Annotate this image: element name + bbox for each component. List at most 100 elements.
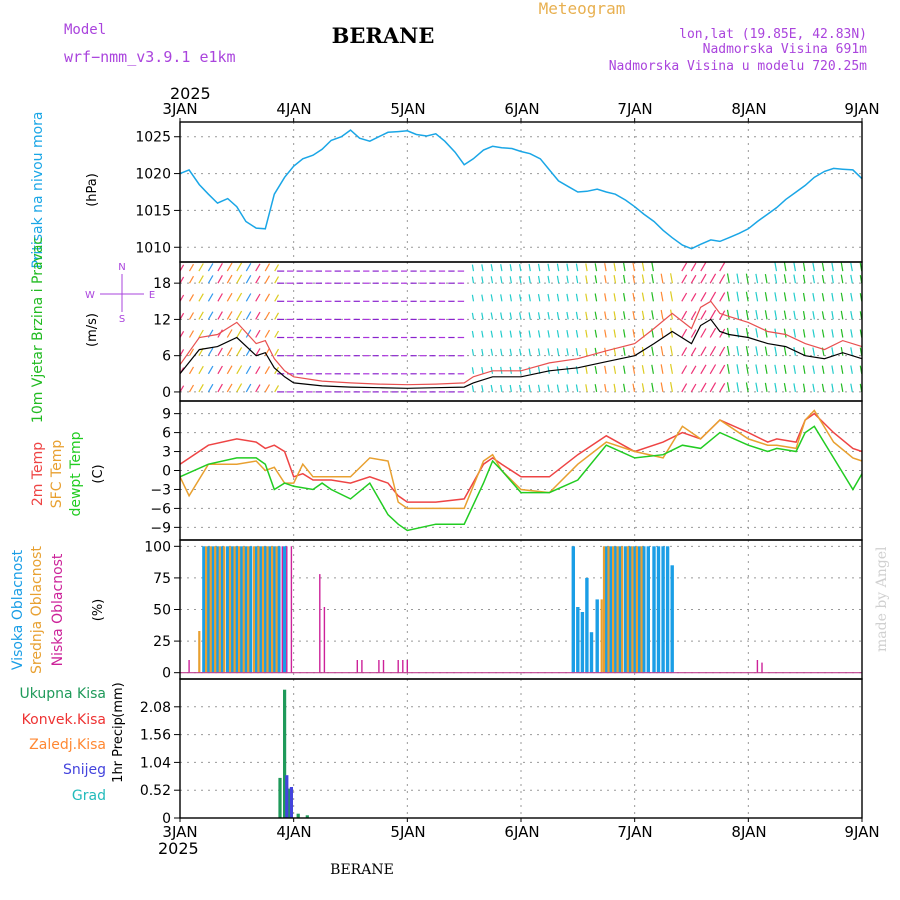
wind-barb-37-4 — [528, 312, 531, 320]
wind-barb-52-6 — [670, 273, 673, 284]
cloud-ytick-3: 75 — [153, 571, 171, 587]
cloud-bar-0-22 — [589, 632, 594, 673]
wind-barb-37-2 — [528, 348, 531, 356]
wind-barb-48-5 — [632, 292, 636, 302]
wind-barb-9-6 — [264, 275, 271, 284]
wind-barb-56-1 — [709, 364, 717, 375]
wind-barb-64-5 — [783, 292, 787, 302]
wind-barb-59-1 — [736, 364, 740, 374]
wind-barb-54-0 — [690, 383, 697, 393]
wind-barb-37-5 — [528, 294, 531, 302]
wind-barb-66-5 — [802, 292, 806, 302]
x-tick-top-0: 3JAN — [162, 100, 197, 118]
wind-barb-6-4 — [236, 310, 243, 320]
cloud-bar-1-1 — [205, 546, 208, 673]
wind-barb-64-4 — [783, 310, 787, 320]
wind-barb-70-6 — [840, 274, 844, 284]
wind-barb-67-7 — [812, 262, 815, 272]
wind-barb-31-1 — [471, 367, 475, 374]
cloud-bar-1-14 — [266, 546, 269, 673]
temp-ytick-5: 6 — [162, 426, 171, 442]
cloud-bar-0-15 — [272, 546, 276, 673]
precip-ytick-3: 1.56 — [140, 728, 171, 744]
cloud-bar-0-38 — [670, 565, 674, 673]
wind-barb-46-5 — [613, 293, 617, 302]
temp-ytick-0: −9 — [150, 520, 171, 536]
wind-barb-46-3 — [613, 329, 617, 338]
precip-ytick-4: 2.08 — [140, 700, 171, 716]
cloud-bar-2-9 — [382, 660, 385, 673]
wind-barb-53-6 — [681, 274, 688, 284]
wind-barb-44-4 — [594, 311, 598, 320]
wind-barb-68-3 — [821, 329, 825, 338]
wind-barb-8-5 — [255, 293, 261, 302]
wind-barb-3-5 — [207, 293, 214, 302]
cloud-bar-0-12 — [259, 546, 263, 673]
wind-barb-48-6 — [632, 274, 636, 284]
top-x-axis: 3JAN 4JAN 5JAN 6JAN 7JAN 8JAN 9JAN — [162, 100, 879, 118]
cloud-bar-0-10 — [248, 546, 253, 673]
wind-barb-5-5 — [226, 292, 233, 302]
wind-barb-37-7 — [528, 263, 531, 272]
wind-barb-49-4 — [641, 310, 645, 320]
x-tick-bottom-0: 3JAN — [162, 823, 197, 841]
wind-barb-3-7 — [207, 263, 214, 272]
compass-n: N — [118, 262, 125, 273]
wind-barb-32-4 — [481, 312, 484, 320]
cloud-bar-0-29 — [628, 546, 632, 673]
wind-barb-44-7 — [594, 263, 598, 272]
cloud-bar-1-9 — [242, 546, 245, 673]
pressure-title: Pritisak na nivou mora — [30, 111, 46, 268]
temp-sfc-line — [179, 409, 863, 510]
precip-unit: (mm) — [111, 682, 126, 717]
temp-title-2m: 2m Temp — [30, 442, 46, 506]
wind-barb-8-4 — [255, 311, 261, 320]
x-tick-top-1: 4JAN — [276, 100, 311, 118]
wind-barb-32-0 — [481, 385, 484, 393]
wind-barb-57-1 — [719, 364, 726, 375]
wind-barb-7-3 — [245, 329, 252, 338]
precip-ytick-0: 0 — [162, 811, 171, 827]
wind-barb-69-6 — [831, 274, 834, 284]
wind-barb-35-6 — [509, 276, 512, 284]
wind-barb-10-2 — [274, 348, 280, 356]
wind-barb-40-7 — [556, 263, 560, 272]
wind-barb-1-5 — [188, 294, 195, 302]
wind-barb-4-4 — [217, 311, 223, 320]
cloud-bar-0-0 — [202, 546, 206, 673]
wind-barb-68-0 — [821, 383, 825, 393]
year-top: 2025 — [170, 84, 211, 103]
cloud-title-low: Niska Oblacnost — [50, 553, 66, 666]
wind-barb-41-0 — [566, 384, 569, 393]
wind-barb-9-4 — [264, 311, 271, 320]
wind-barb-8-1 — [255, 366, 261, 375]
wind-barb-52-2 — [670, 345, 673, 356]
wind-barb-58-4 — [726, 309, 730, 320]
wind-barb-40-6 — [556, 275, 560, 284]
wind-barb-36-5 — [519, 294, 522, 302]
cloud-bar-0-25 — [609, 546, 613, 673]
wind-barb-5-6 — [226, 274, 233, 284]
cloud-bar-1-5 — [223, 546, 226, 673]
wind-barb-1-2 — [188, 348, 195, 357]
cloud-bar-0-19 — [576, 607, 580, 673]
wind-barb-65-4 — [793, 310, 796, 320]
cloud-bar-2-3 — [290, 546, 293, 673]
wind-barb-2-3 — [198, 329, 204, 338]
wind-barb-55-0 — [700, 382, 707, 393]
wind-barb-5-2 — [226, 347, 233, 357]
wind-compass: N S E W — [85, 262, 155, 325]
cloud-bar-0-23 — [595, 599, 599, 673]
cloud-bar-1-13 — [261, 546, 265, 673]
cloud-bar-0-1 — [206, 546, 211, 673]
temp-ytick-2: −3 — [150, 482, 171, 498]
wind-barb-43-5 — [585, 293, 588, 302]
wind-barb-45-5 — [604, 293, 607, 302]
wind-barb-67-6 — [812, 274, 815, 284]
cloud-bar-2-6 — [356, 660, 358, 673]
wind-barb-63-4 — [774, 310, 778, 320]
wind-barb-66-1 — [802, 365, 806, 374]
wind-barb-66-3 — [802, 329, 806, 338]
temp-ytick-6: 9 — [162, 407, 171, 423]
